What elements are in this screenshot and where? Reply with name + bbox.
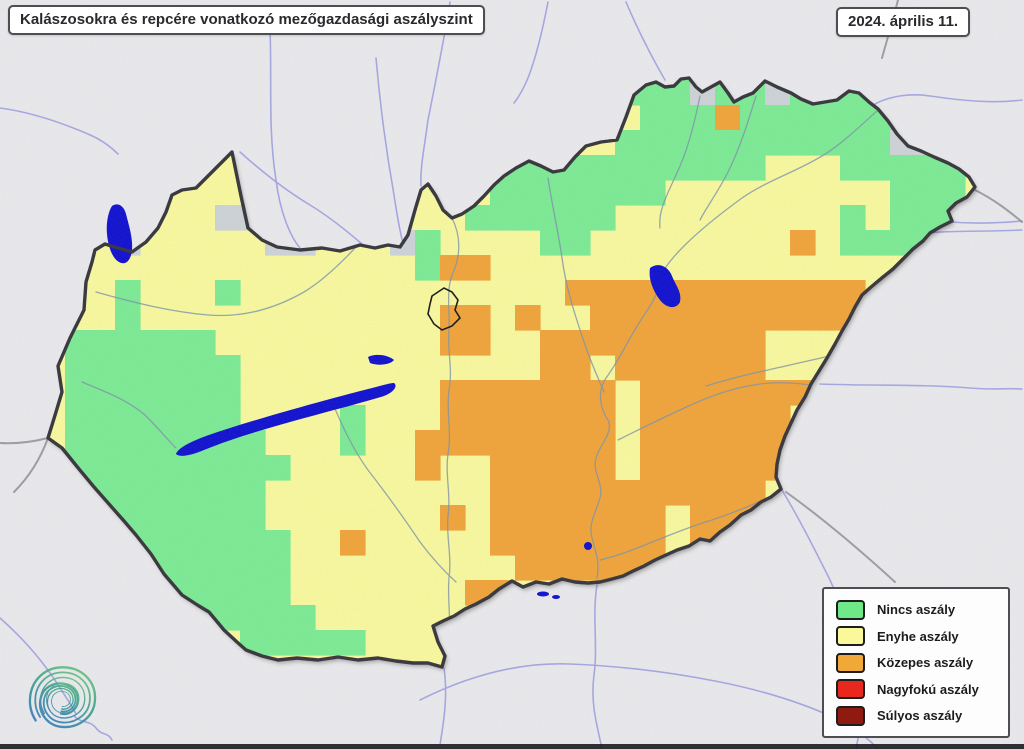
- legend-swatch-red: [836, 679, 865, 699]
- legend-label: Nagyfokú aszály: [877, 681, 979, 697]
- legend-label: Közepes aszály: [877, 655, 974, 670]
- legend-row-nagyfoku: Nagyfokú aszály: [836, 679, 1008, 699]
- legend-swatch-green: [836, 599, 865, 620]
- legend-swatch-yellow: [836, 626, 865, 646]
- legend-swatch-darkred: [836, 705, 865, 726]
- legend-label: Nincs aszály: [877, 602, 956, 617]
- map-title: Kalászosokra és repcére vonatkozó mezőga…: [20, 11, 473, 28]
- legend-row-nincs: Nincs aszály: [836, 599, 1008, 620]
- legend-swatch-orange: [836, 652, 865, 673]
- legend-label: Enyhe aszály: [877, 628, 959, 644]
- legend: Nincs aszály Enyhe aszály Közepes aszály…: [822, 587, 1010, 738]
- map-title-box: Kalászosokra és repcére vonatkozó mezőga…: [8, 5, 485, 35]
- legend-row-enyhe: Enyhe aszály: [836, 626, 1008, 646]
- bottom-frame-line: [0, 744, 1024, 749]
- weather-service-spiral-logo: [28, 666, 97, 729]
- legend-row-sulyos: Súlyos aszály: [836, 705, 1008, 726]
- map-date: 2024. április 11.: [848, 13, 959, 30]
- legend-label: Súlyos aszály: [877, 708, 963, 723]
- map-date-box: 2024. április 11.: [836, 7, 971, 37]
- legend-row-kozepes: Közepes aszály: [836, 652, 1008, 673]
